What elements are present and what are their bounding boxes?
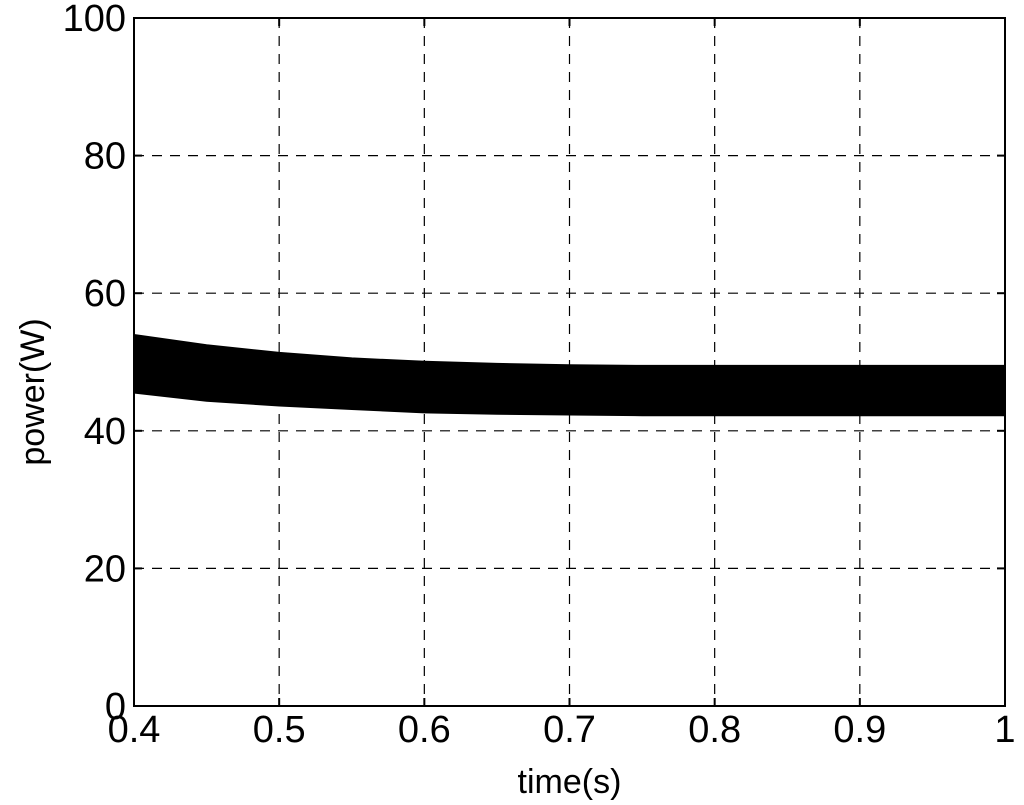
x-tick-label: 0.9 [833,709,886,751]
x-tick-label: 0.6 [398,709,451,751]
x-tick-label: 0.4 [108,709,161,751]
y-tick-label: 80 [84,136,126,178]
y-tick-label: 100 [63,0,126,40]
axis-ticks: 0.4 0.5 0.6 0.7 0.8 0.9 1 0 20 40 60 80 100 [63,0,1016,751]
x-tick-label: 0.8 [688,709,741,751]
y-tick-label: 20 [84,548,126,590]
x-tick-label: 0.5 [253,709,306,751]
y-tick-label: 60 [84,273,126,315]
x-axis-label: time(s) [518,763,622,801]
x-tick-label: 0.7 [543,709,596,751]
y-tick-label: 0 [105,686,126,728]
y-axis-label: power(W) [14,318,52,465]
x-tick-label: 1 [994,709,1015,751]
y-tick-label: 40 [84,411,126,453]
